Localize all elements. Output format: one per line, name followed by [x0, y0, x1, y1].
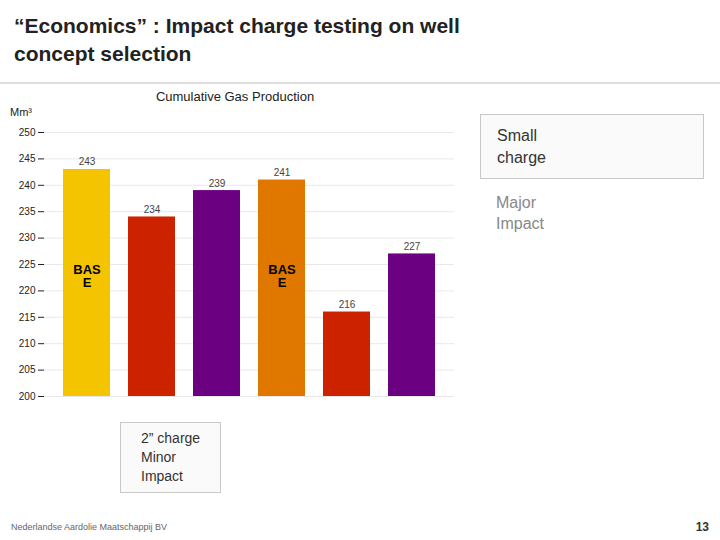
svg-text:BASE: BASE [73, 262, 101, 290]
svg-text:245: 245 [19, 153, 36, 164]
html-text:Cumulative Gas Production: Cumulative Gas Production [155, 89, 315, 104]
svg-text:234: 234 [144, 204, 161, 215]
svg-text:200: 200 [19, 391, 36, 402]
html-text:13: 13 [695, 520, 709, 534]
svg-text:216: 216 [339, 299, 356, 310]
svg-text:241: 241 [274, 167, 291, 178]
svg-text:220: 220 [19, 285, 36, 296]
svg-text:BASE: BASE [268, 262, 296, 290]
svg-text:210: 210 [19, 338, 36, 349]
html-text:Mm³: Mm³ [10, 106, 32, 118]
svg-text:205: 205 [19, 364, 36, 375]
html-text:concept selection: concept selection [14, 42, 192, 66]
svg-text:240: 240 [19, 180, 36, 191]
svg-text:235: 235 [19, 206, 36, 217]
html-text:Major Impact: Major Impact [496, 194, 544, 232]
html-text:2” charge Minor Impact: 2” charge Minor Impact [141, 430, 201, 484]
svg-text:250: 250 [19, 127, 36, 138]
svg-text:225: 225 [19, 259, 36, 270]
svg-text:215: 215 [19, 312, 36, 323]
svg-text:230: 230 [19, 232, 36, 243]
svg-text:239: 239 [209, 178, 226, 189]
svg-text:227: 227 [404, 241, 421, 252]
html-text:Small charge: Small charge [497, 127, 546, 166]
svg-text:243: 243 [79, 156, 96, 167]
html-text:Nederlandse Aardolie Maatschap: Nederlandse Aardolie Maatschappij BV [11, 522, 168, 532]
html-text:“Economics” : Impact charge te: “Economics” : Impact charge testing on w… [14, 14, 460, 37]
